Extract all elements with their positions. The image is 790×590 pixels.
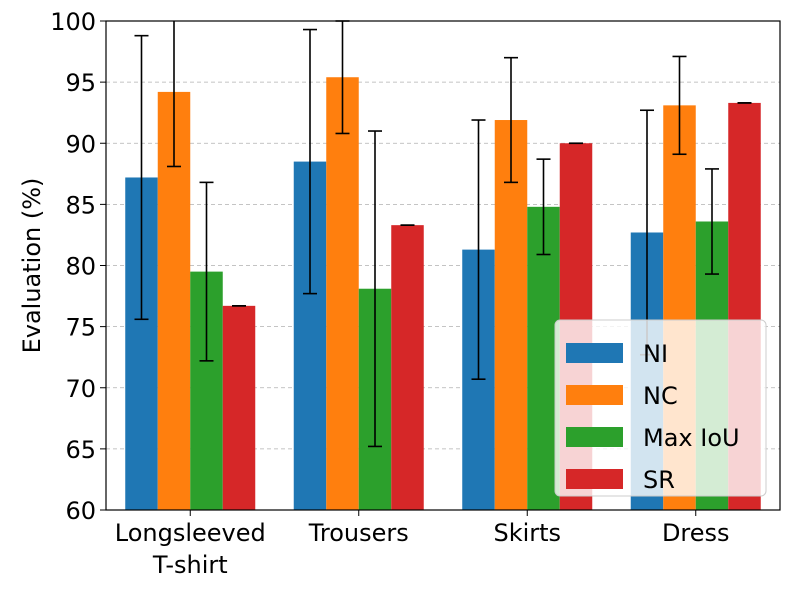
y-tick-label: 70 — [65, 375, 96, 403]
legend-swatch — [566, 385, 623, 405]
x-tick-label: Dress — [662, 519, 730, 547]
bar-sr — [222, 305, 256, 510]
legend-label: Max IoU — [643, 424, 740, 452]
x-axis: Longsleeved T-shirt Trousers Skirts Dress — [115, 510, 730, 579]
legend-swatch — [566, 469, 623, 489]
y-tick-label: 90 — [65, 130, 96, 158]
bar-nc — [326, 77, 359, 511]
legend: NI NC Max IoU SR — [554, 319, 767, 497]
x-tick-label: Skirts — [493, 519, 561, 547]
bar-nc — [494, 120, 528, 511]
y-tick-label: 75 — [65, 314, 96, 342]
error-bars — [134, 20, 752, 448]
legend-swatch — [566, 343, 623, 363]
legend-box — [554, 319, 767, 497]
y-axis: 60 65 70 75 80 85 90 95 100 — [50, 8, 106, 525]
legend-label: NC — [643, 382, 678, 410]
y-tick-label: 80 — [65, 253, 96, 281]
y-tick-label: 85 — [65, 191, 96, 219]
y-tick-label: 100 — [50, 8, 96, 36]
x-tick-label-line2: T-shirt — [152, 551, 228, 579]
y-axis-title: Evaluation (%) — [18, 178, 46, 354]
legend-label: NI — [643, 340, 668, 368]
bar-max-iou — [527, 206, 560, 510]
y-tick-label: 60 — [65, 497, 96, 525]
legend-swatch — [566, 427, 623, 447]
legend-label: SR — [643, 466, 675, 494]
x-tick-label: Longsleeved — [115, 519, 266, 547]
bar-sr — [391, 225, 424, 510]
y-tick-label: 65 — [65, 436, 96, 464]
x-tick-label: Trousers — [308, 519, 409, 547]
y-tick-label: 95 — [65, 69, 96, 97]
